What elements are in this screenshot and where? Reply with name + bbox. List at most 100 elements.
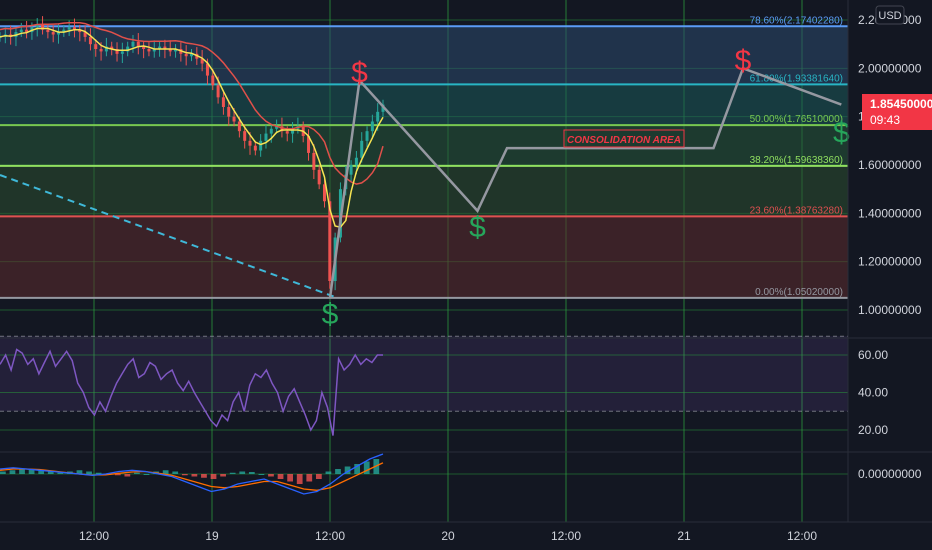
time-axis-label: 12:00 bbox=[79, 529, 109, 543]
buy-dollar-sign: $ bbox=[833, 117, 850, 150]
candle-body bbox=[67, 27, 71, 30]
candle-body bbox=[83, 32, 87, 37]
macd-histogram-bar bbox=[248, 472, 255, 474]
candle-body bbox=[312, 152, 316, 170]
candle-body bbox=[88, 36, 92, 45]
macd-line bbox=[0, 453, 384, 495]
macd-histogram-bar bbox=[57, 472, 64, 474]
candle-body bbox=[99, 49, 103, 52]
candle-body bbox=[248, 140, 252, 146]
buy-dollar-sign: $ bbox=[469, 211, 486, 244]
macd-histogram-bar bbox=[143, 474, 150, 475]
candle-body bbox=[168, 49, 172, 52]
candle-body bbox=[51, 32, 55, 35]
candle-body bbox=[205, 63, 209, 76]
candle-body bbox=[211, 75, 215, 86]
candle-body bbox=[19, 29, 23, 33]
candle-body bbox=[136, 41, 140, 47]
bar-countdown: 09:43 bbox=[870, 113, 900, 127]
macd-histogram-bar bbox=[114, 474, 121, 476]
candle-body bbox=[370, 121, 374, 132]
consolidation-annotation[interactable]: CONSOLIDATION AREA bbox=[563, 129, 685, 148]
fib-level-label: 38.20%(1.59638360) bbox=[750, 155, 843, 166]
dollar-signs[interactable]: $ $ $ $ $ bbox=[322, 44, 850, 331]
rsi-band bbox=[0, 336, 848, 412]
candle-body bbox=[142, 46, 146, 49]
fib-level-label: 78.60%(2.17402280) bbox=[750, 15, 843, 26]
price-axis-label: 2.00000000 bbox=[858, 61, 922, 75]
sell-dollar-sign: $ bbox=[735, 44, 752, 77]
macd-histogram-bar bbox=[344, 466, 351, 474]
candle-body bbox=[221, 97, 225, 107]
fibonacci-retracement[interactable]: 78.60%(2.17402280) 61.80%(1.93381640) 50.0… bbox=[0, 15, 848, 299]
candlestick-series bbox=[0, 16, 385, 291]
candle-body bbox=[243, 131, 247, 141]
candle-body bbox=[307, 136, 311, 153]
macd-histogram-bar bbox=[201, 474, 207, 478]
macd-histogram-bar bbox=[277, 474, 284, 479]
macd-histogram-bar bbox=[38, 470, 45, 474]
candle-body bbox=[115, 49, 119, 54]
candle-body bbox=[25, 29, 29, 33]
candle-body bbox=[94, 44, 98, 49]
time-axis-label: 21 bbox=[677, 529, 691, 543]
current-price-badge[interactable]: 1.85450000 09:43 bbox=[862, 94, 932, 130]
macd-histogram-bar bbox=[268, 474, 274, 477]
macd-histogram-bar bbox=[325, 471, 332, 474]
buy-dollar-sign: $ bbox=[322, 298, 339, 331]
fib-level-label: 61.80%(1.93381640) bbox=[750, 73, 843, 84]
macd-axis-label: 0.00000000 bbox=[858, 467, 922, 481]
rsi-pane bbox=[0, 335, 848, 436]
macd-histogram-bar bbox=[95, 472, 102, 474]
fib-zone bbox=[0, 165, 848, 217]
candle-body bbox=[322, 184, 326, 202]
fib-level-label: 0.00%(1.05020000) bbox=[755, 287, 843, 298]
macd-histogram-bar bbox=[124, 474, 131, 477]
candle-body bbox=[376, 111, 380, 122]
candle-body bbox=[126, 46, 130, 52]
time-axis-label: 12:00 bbox=[551, 529, 581, 543]
candle-body bbox=[35, 24, 39, 28]
projected-path-line[interactable] bbox=[328, 66, 842, 299]
candle-body bbox=[163, 46, 167, 49]
time-axis-label: 20 bbox=[441, 529, 455, 543]
macd-histogram-bar bbox=[162, 470, 169, 474]
candle-body bbox=[62, 29, 66, 33]
current-price-value: 1.85450000 bbox=[870, 97, 932, 111]
candle-body bbox=[72, 27, 76, 30]
fib-level-label: 23.60%(1.38763280) bbox=[750, 205, 843, 216]
candle-body bbox=[147, 49, 151, 52]
time-axis-label: 12:00 bbox=[787, 529, 817, 543]
macd-pane bbox=[0, 453, 848, 495]
candle-body bbox=[120, 51, 124, 54]
candle-body bbox=[317, 169, 321, 185]
macd-histogram-bar bbox=[287, 474, 293, 482]
macd-histogram-bar bbox=[239, 471, 246, 474]
fast-moving-average bbox=[0, 27, 384, 229]
macd-histogram-bar bbox=[76, 470, 83, 474]
candle-body bbox=[41, 24, 45, 30]
macd-histogram-bar bbox=[134, 472, 140, 474]
macd-histogram-bar bbox=[354, 464, 361, 474]
time-axis-label: 12:00 bbox=[315, 529, 345, 543]
candle-body bbox=[174, 49, 178, 52]
consolidation-box bbox=[563, 129, 685, 148]
candle-body bbox=[354, 157, 358, 165]
candle-body bbox=[57, 32, 61, 35]
rsi-axis-label: 60.00 bbox=[858, 348, 888, 362]
candle-body bbox=[227, 107, 231, 117]
candle-body bbox=[291, 128, 295, 134]
candle-body bbox=[285, 131, 289, 134]
projected-path[interactable] bbox=[328, 66, 842, 299]
macd-histogram-bar bbox=[296, 474, 303, 484]
sell-dollar-sign: $ bbox=[351, 56, 368, 89]
consolidation-label: CONSOLIDATION AREA bbox=[567, 135, 681, 146]
currency-badge-box bbox=[875, 5, 905, 25]
candle-body bbox=[280, 126, 284, 132]
candle-body bbox=[264, 133, 268, 141]
currency-badge[interactable]: USD bbox=[875, 5, 905, 25]
candle-body bbox=[152, 49, 156, 52]
candle-body bbox=[259, 140, 263, 151]
price-axis-label: 1.00000000 bbox=[858, 303, 922, 317]
